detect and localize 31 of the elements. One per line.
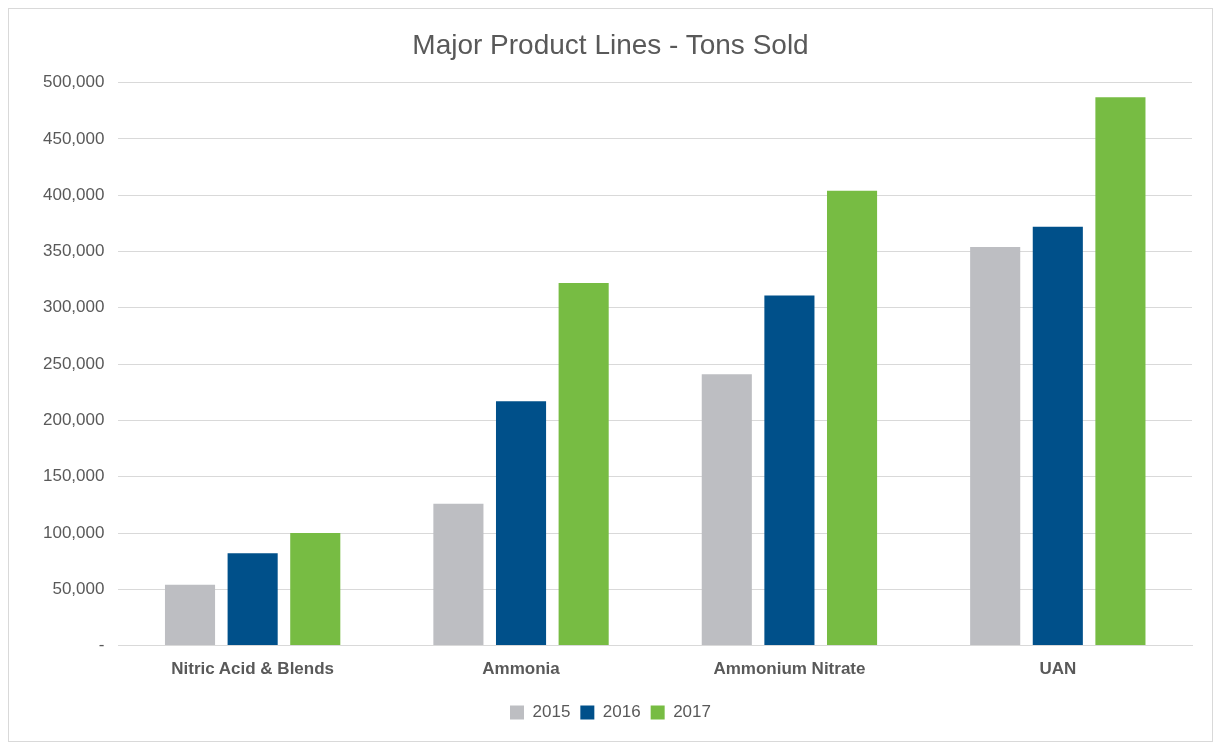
y-tick-label: 400,000 bbox=[43, 184, 105, 204]
x-tick-label: Ammonia bbox=[482, 659, 561, 679]
bar bbox=[1095, 97, 1146, 646]
y-tick-label: - bbox=[98, 635, 105, 655]
bar bbox=[290, 533, 341, 646]
y-tick-label: 50,000 bbox=[52, 578, 105, 598]
legend-label: 2017 bbox=[673, 702, 711, 722]
y-tick-label: 450,000 bbox=[43, 128, 105, 148]
y-tick-label: 500,000 bbox=[43, 72, 105, 92]
y-tick-label: 300,000 bbox=[43, 297, 105, 317]
y-tick-label: 150,000 bbox=[43, 466, 105, 486]
bar bbox=[164, 584, 216, 646]
legend-label: 2015 bbox=[532, 702, 571, 722]
bar bbox=[970, 247, 1021, 646]
y-tick-label: 350,000 bbox=[43, 241, 105, 261]
bar bbox=[1032, 226, 1083, 646]
bar bbox=[433, 503, 484, 646]
bar bbox=[227, 553, 278, 646]
chart-title: Major Product Lines - Tons Sold bbox=[412, 28, 809, 60]
bar bbox=[701, 374, 752, 646]
x-tick-label: Ammonium Nitrate bbox=[713, 659, 866, 679]
y-tick-label: 100,000 bbox=[43, 522, 105, 542]
bar bbox=[826, 190, 878, 646]
y-tick-label: 250,000 bbox=[43, 353, 105, 373]
y-tick-label: 200,000 bbox=[43, 410, 105, 430]
bar bbox=[495, 401, 547, 646]
bar bbox=[764, 295, 815, 646]
x-tick-label: UAN bbox=[1039, 659, 1077, 679]
legend-label: 2016 bbox=[602, 702, 641, 722]
x-tick-label: Nitric Acid & Blends bbox=[171, 659, 335, 679]
bar bbox=[558, 283, 609, 646]
